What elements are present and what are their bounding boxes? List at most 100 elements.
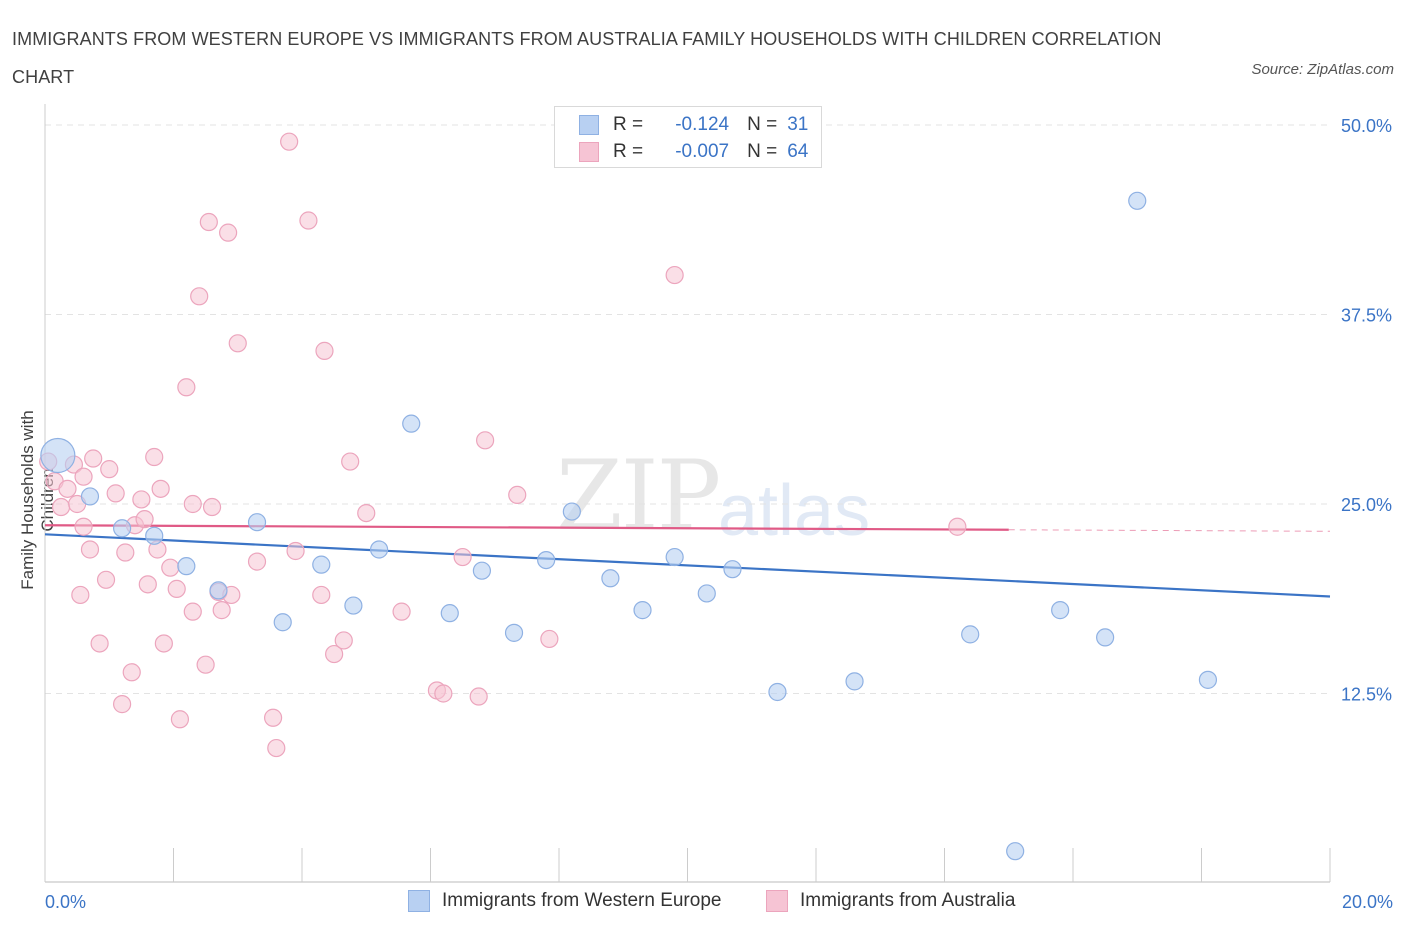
data-point-australia <box>212 601 231 620</box>
data-point-australia <box>183 494 202 514</box>
data-point-western-europe <box>472 561 491 580</box>
data-point-western-europe <box>1051 601 1070 620</box>
data-point-australia <box>540 629 559 649</box>
data-point-western-europe <box>601 569 620 588</box>
legend-swatch-pink <box>579 142 599 162</box>
data-point-australia <box>199 212 218 232</box>
data-point-australia <box>453 547 472 567</box>
data-point-australia <box>665 265 684 285</box>
data-point-western-europe <box>665 547 684 567</box>
data-point-australia <box>190 287 209 306</box>
r-label: R = <box>613 114 644 135</box>
r-label: R = <box>613 141 644 162</box>
r-value: -0.124 <box>675 114 730 135</box>
data-point-australia <box>247 552 267 571</box>
legend-label-australia: Immigrants from Australia <box>800 890 1016 911</box>
data-point-australia <box>151 479 170 498</box>
data-point-western-europe <box>961 625 980 644</box>
legend-label-western-europe: Immigrants from Western Europe <box>442 890 722 911</box>
data-point-western-europe <box>633 601 652 620</box>
data-point-australia <box>286 541 305 561</box>
data-point-australia <box>74 467 93 486</box>
y-tick-label: 12.5% <box>1341 685 1392 705</box>
data-point-australia <box>145 447 164 467</box>
data-point-australia <box>434 684 453 703</box>
trend-line-australia-extension <box>1008 529 1331 532</box>
series-legend: Immigrants from Western Europe Immigrant… <box>0 886 1406 918</box>
trend-lines <box>44 524 1331 598</box>
data-point-western-europe <box>370 540 389 559</box>
data-point-western-europe <box>562 502 581 521</box>
data-point-australia <box>202 497 222 517</box>
data-point-australia <box>469 687 488 706</box>
data-point-australia <box>167 579 186 598</box>
legend-swatch-blue <box>579 115 599 135</box>
n-label: N = <box>747 141 778 162</box>
legend-swatch-pink <box>766 890 788 912</box>
data-point-western-europe <box>273 613 292 632</box>
data-point-australia <box>161 558 180 577</box>
data-point-western-europe <box>247 513 267 532</box>
data-point-western-europe <box>697 584 716 603</box>
data-point-australia <box>84 449 103 468</box>
data-point-western-europe <box>1198 670 1218 689</box>
data-point-australia <box>325 644 344 664</box>
data-point-australia <box>100 460 119 479</box>
legend-item-western-europe: Immigrants from Western Europe <box>408 890 721 912</box>
data-point-australia <box>138 575 157 594</box>
data-point-western-europe <box>537 550 556 570</box>
data-point-western-europe <box>112 519 132 538</box>
data-point-western-europe <box>723 560 742 579</box>
data-point-western-europe <box>312 555 331 574</box>
n-value: 31 <box>787 114 809 135</box>
trend-line-australia <box>44 524 1009 531</box>
data-point-australia <box>122 663 141 682</box>
data-point-australia <box>357 503 376 523</box>
data-point-australia <box>106 484 125 503</box>
data-point-western-europe <box>209 581 228 600</box>
data-point-australia <box>51 497 71 517</box>
data-point-australia <box>90 634 109 653</box>
correlation-legend: R = -0.124 N = 31 R = -0.007 N = 64 <box>554 106 822 168</box>
grid-lines <box>45 124 1330 694</box>
y-tick-label: 37.5% <box>1341 306 1392 326</box>
data-point-australia <box>263 708 283 727</box>
legend-item-australia: Immigrants from Australia <box>766 890 1015 912</box>
data-point-australia <box>948 517 967 536</box>
data-point-western-europe <box>440 604 459 623</box>
data-point-western-europe <box>845 672 864 691</box>
data-point-western-europe <box>1128 191 1147 210</box>
data-point-western-europe <box>402 414 421 433</box>
data-point-australia <box>267 738 286 758</box>
r-value: -0.007 <box>675 141 730 162</box>
data-point-western-europe <box>40 437 76 474</box>
data-point-australia <box>476 431 495 450</box>
data-point-australia <box>177 378 196 397</box>
trend-line-western-europe <box>44 533 1331 598</box>
data-point-australia <box>116 543 135 562</box>
data-point-australia <box>508 485 527 505</box>
data-point-australia <box>58 479 77 498</box>
data-point-australia <box>280 132 299 151</box>
series-western-europe-points <box>40 115 1218 861</box>
data-point-australia <box>170 710 190 729</box>
data-point-australia <box>219 223 238 242</box>
data-point-western-europe <box>1006 842 1025 861</box>
n-label: N = <box>747 114 778 135</box>
data-point-australia <box>132 490 151 509</box>
data-point-australia <box>112 695 132 714</box>
y-tick-label: 50.0% <box>1341 116 1392 136</box>
source-label: Source: ZipAtlas.com <box>1251 61 1394 78</box>
x-tick-label-max: 20.0% <box>1342 892 1393 912</box>
data-point-australia <box>183 602 202 621</box>
n-value: 64 <box>787 141 809 162</box>
tick-labels: 12.5% 25.0% 37.5% 50.0% 0.0% 20.0% <box>45 116 1393 912</box>
data-point-australia <box>71 585 90 605</box>
legend-row-australia: R = -0.007 N = 64 <box>579 139 808 165</box>
y-tick-label: 25.0% <box>1341 495 1392 515</box>
x-tick-label-min: 0.0% <box>45 892 86 912</box>
series-australia-points <box>39 132 967 758</box>
data-point-western-europe <box>504 623 524 642</box>
data-point-australia <box>80 540 100 559</box>
